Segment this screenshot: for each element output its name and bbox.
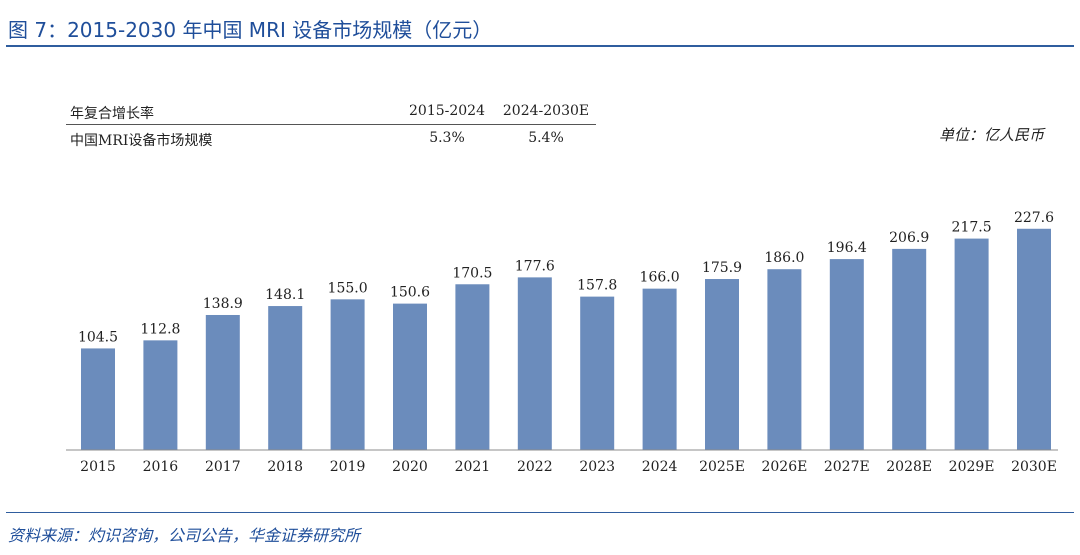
bar-2015 [81,348,115,450]
value-label-2018: 148.1 [265,287,305,303]
cagr-header-row: 年复合增长率 2015-2024 2024-2030E [66,98,596,125]
x-tick-2017: 2017 [205,459,241,475]
value-labels-group: 104.5 112.8 138.9 148.1 155.0 150.6 170.5 177.6… [78,210,1054,346]
unit-label: 单位：亿人民币 [938,126,1044,144]
figure-title: 图 7：2015-2030 年中国 MRI 设备市场规模（亿元） [8,18,493,42]
bar-2019 [330,299,365,450]
source-divider [6,512,1074,513]
cagr-row-label: 中国MRI设备市场规模 [70,133,213,149]
x-tick-2026E: 2026E [761,459,807,475]
x-tick-2018: 2018 [267,459,303,475]
bar-2020 [393,303,427,450]
value-label-2022: 177.6 [515,258,555,274]
title-divider [6,45,1074,47]
x-tick-2024: 2024 [642,459,678,475]
cagr-header-period-2: 2024-2030E [502,103,590,119]
bar-2027E [829,259,864,450]
value-label-2026E: 186.0 [764,250,804,266]
value-label-2021: 170.5 [452,265,492,281]
value-label-2019: 155.0 [328,280,368,296]
bar-2025E [705,279,739,450]
x-tick-2021: 2021 [455,459,491,475]
cagr-data-row: 中国MRI设备市场规模 5.3% 5.4% [66,125,596,151]
value-label-2024: 166.0 [640,270,680,286]
cagr-table: 年复合增长率 2015-2024 2024-2030E 中国MRI设备市场规模 … [66,98,596,151]
x-tick-2020: 2020 [392,459,428,475]
value-label-2017: 138.9 [203,296,243,312]
value-label-2023: 157.8 [577,278,617,294]
bar-2018 [268,306,303,450]
bars-group [81,228,1051,450]
cagr-header-period-1: 2015-2024 [409,103,485,119]
cagr-header-label: 年复合增长率 [70,106,154,122]
bar-2026E [767,269,802,450]
value-label-2020: 150.6 [390,285,430,301]
x-tick-2027E: 2027E [824,459,870,475]
cagr-value-1: 5.3% [429,130,465,146]
bar-2028E [892,248,927,450]
value-label-2015: 104.5 [78,329,118,345]
x-tick-2015: 2015 [80,459,116,475]
value-label-2029E: 217.5 [952,220,992,236]
x-tick-2028E: 2028E [886,459,932,475]
bar-2029E [954,238,989,450]
x-tick-2029E: 2029E [949,459,995,475]
value-label-2028E: 206.9 [889,230,929,246]
value-label-2030E: 227.6 [1014,210,1054,226]
x-tick-labels-group: 2015 2016 2017 2018 2019 2020 2021 2022 2023 2024… [80,459,1057,475]
bar-2023 [580,296,615,450]
bar-2022 [517,277,552,450]
x-tick-2016: 2016 [143,459,179,475]
value-label-2016: 112.8 [140,321,180,337]
value-label-2025E: 175.9 [702,260,742,276]
bar-2024 [642,288,677,450]
value-label-2027E: 196.4 [827,240,867,256]
x-tick-2019: 2019 [330,459,366,475]
bar-2030E [1017,228,1051,450]
x-tick-2023: 2023 [579,459,615,475]
x-tick-2030E: 2030E [1011,459,1057,475]
cagr-value-2: 5.4% [528,130,564,146]
bar-2016 [143,340,178,450]
bar-2017 [205,314,240,450]
bar-2021 [455,284,490,450]
source-note: 资料来源：灼识咨询，公司公告，华金证券研究所 [8,526,361,545]
x-tick-2025E: 2025E [699,459,745,475]
x-tick-2022: 2022 [517,459,553,475]
